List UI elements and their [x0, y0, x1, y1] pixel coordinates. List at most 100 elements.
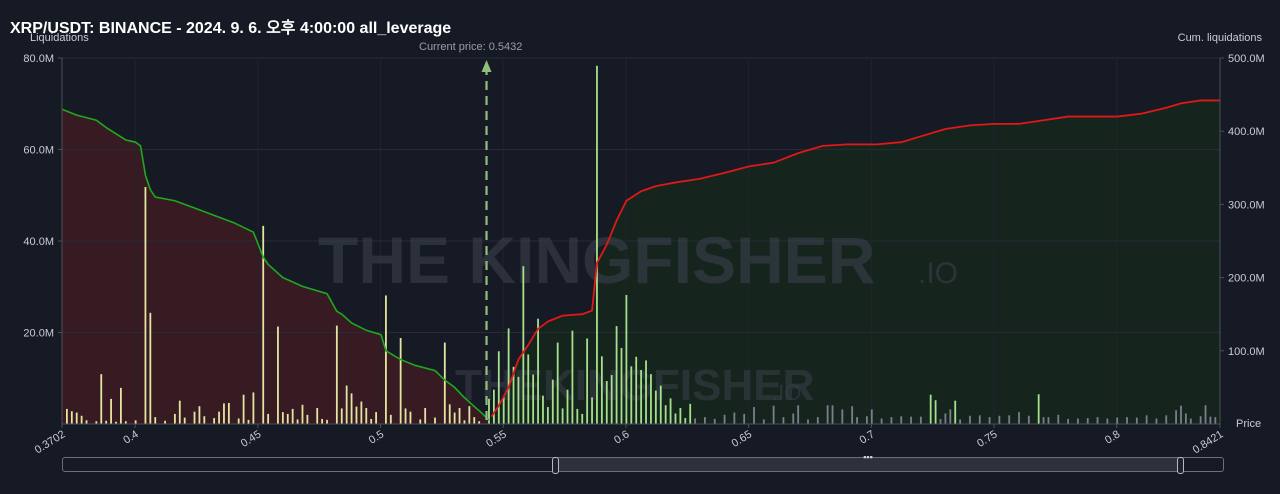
liquidation-bar [522, 266, 525, 424]
liquidation-bar [262, 225, 265, 424]
liquidation-bar [880, 418, 883, 424]
liquidation-bar [1096, 417, 1099, 424]
liquidation-bar [532, 374, 535, 424]
liquidation-bar [1027, 415, 1030, 424]
liquidation-bar [198, 406, 201, 424]
x-tick-label: 0.5 [367, 428, 386, 446]
liquidation-bar [124, 421, 127, 424]
liquidation-bar [851, 406, 854, 424]
liquidation-bar [1116, 417, 1119, 424]
liquidation-bar [978, 415, 981, 424]
liquidation-bar [713, 418, 716, 424]
scroller-right-handle[interactable] [1177, 457, 1184, 474]
liquidation-bar [1165, 415, 1168, 424]
liquidation-bar [1086, 418, 1089, 424]
liquidation-bar [556, 342, 559, 424]
liquidation-bar [600, 356, 603, 424]
liquidation-bar [1126, 417, 1128, 424]
liquidation-bar [591, 397, 593, 424]
y-axis-label: Liquidations [30, 32, 89, 44]
liquidation-bar [1199, 416, 1202, 424]
liquidation-bar [571, 330, 574, 424]
liquidation-bar [581, 413, 584, 424]
liquidation-bar [625, 294, 628, 424]
liquidation-bar [66, 408, 68, 424]
liquidation-bar [561, 408, 564, 424]
liquidation-bar [949, 409, 952, 424]
y2-tick-label: 400.0M [1228, 126, 1265, 138]
liquidation-bar [301, 404, 304, 424]
liquidation-bar [1067, 418, 1070, 424]
cum-short-area [491, 100, 1220, 425]
liquidation-bar [473, 417, 476, 424]
liquidation-bar [576, 408, 579, 424]
liquidation-bar [1155, 418, 1158, 424]
liquidation-bar [640, 370, 643, 424]
liquidation-bar [546, 407, 549, 424]
liquidation-bar [1214, 417, 1217, 424]
liquidation-bar [1106, 418, 1109, 424]
liquidation-bar [193, 411, 196, 424]
scroller-selection[interactable]: ▪▪▪ [555, 452, 1181, 471]
liquidation-bar [80, 415, 83, 424]
chart-title: XRP/USDT: BINANCE - 2024. 9. 6. 오후 4:00:… [10, 20, 452, 37]
liquidation-bar [370, 418, 373, 424]
liquidation-bar [277, 326, 279, 424]
liquidation-bar [1175, 410, 1177, 424]
cum-long-line [61, 108, 490, 421]
liquidation-bar [870, 409, 873, 424]
scroller-left-handle[interactable] [552, 457, 559, 474]
liquidation-bar [497, 351, 500, 424]
liquidation-bar [492, 389, 495, 424]
liquidation-bar [772, 405, 775, 424]
y2-tick-label: 100.0M [1228, 346, 1265, 358]
liquidation-bar [448, 404, 451, 424]
liquidation-bar [385, 295, 387, 424]
liquidation-bar [694, 418, 697, 424]
liquidation-bar [178, 400, 181, 424]
x-axis-label: Price [1236, 418, 1262, 430]
liquidation-bar [620, 348, 623, 424]
grip-icon[interactable]: ▪▪▪ [863, 452, 873, 462]
liquidation-bar [723, 414, 726, 424]
liquidation-bar [502, 396, 505, 424]
liquidation-bar [679, 407, 682, 424]
liquidation-bar [1057, 414, 1060, 424]
liquidation-bar [350, 393, 353, 424]
liquidation-bar [173, 413, 176, 424]
liquidation-bar [841, 409, 844, 424]
range-scroller[interactable]: ▪▪▪ [62, 452, 1224, 474]
liquidation-bar [399, 337, 402, 424]
liquidation-bar [286, 413, 289, 424]
liquidation-bar [252, 392, 255, 424]
liquidation-bar [890, 417, 893, 424]
current-price-arrow-icon [481, 60, 492, 72]
liquidation-bar [566, 389, 569, 424]
liquidation-bar [969, 415, 971, 424]
y-tick-label: 80.0M [23, 53, 54, 65]
liquidation-bar [959, 419, 962, 424]
liquidation-bar [1037, 394, 1040, 424]
x-tick-label: 0.4 [121, 428, 140, 446]
liquidation-bar [183, 417, 186, 424]
watermark-small-suffix: .IO [772, 380, 801, 405]
liquidation-bar [242, 394, 245, 424]
liquidation-bar [586, 338, 589, 424]
liquidation-bar [610, 375, 613, 424]
grid-lines [62, 57, 1220, 424]
y2-axis-label: Cum. liquidations [1177, 32, 1262, 44]
liquidation-bar [654, 390, 657, 424]
liquidation-bar [453, 412, 456, 424]
liquidation-bar [100, 374, 103, 424]
y-tick-label: 60.0M [23, 145, 54, 157]
liquidation-bar [753, 407, 755, 424]
liquidation-bar [458, 407, 461, 424]
liquidation-bar [291, 408, 294, 424]
liquidation-bar [419, 419, 422, 424]
cum-long-area [62, 109, 489, 425]
liquidation-bar [650, 374, 652, 424]
liquidation-bar [645, 360, 647, 424]
liquidation-bar [1135, 417, 1138, 424]
x-tick-label: 0.6 [612, 428, 631, 446]
